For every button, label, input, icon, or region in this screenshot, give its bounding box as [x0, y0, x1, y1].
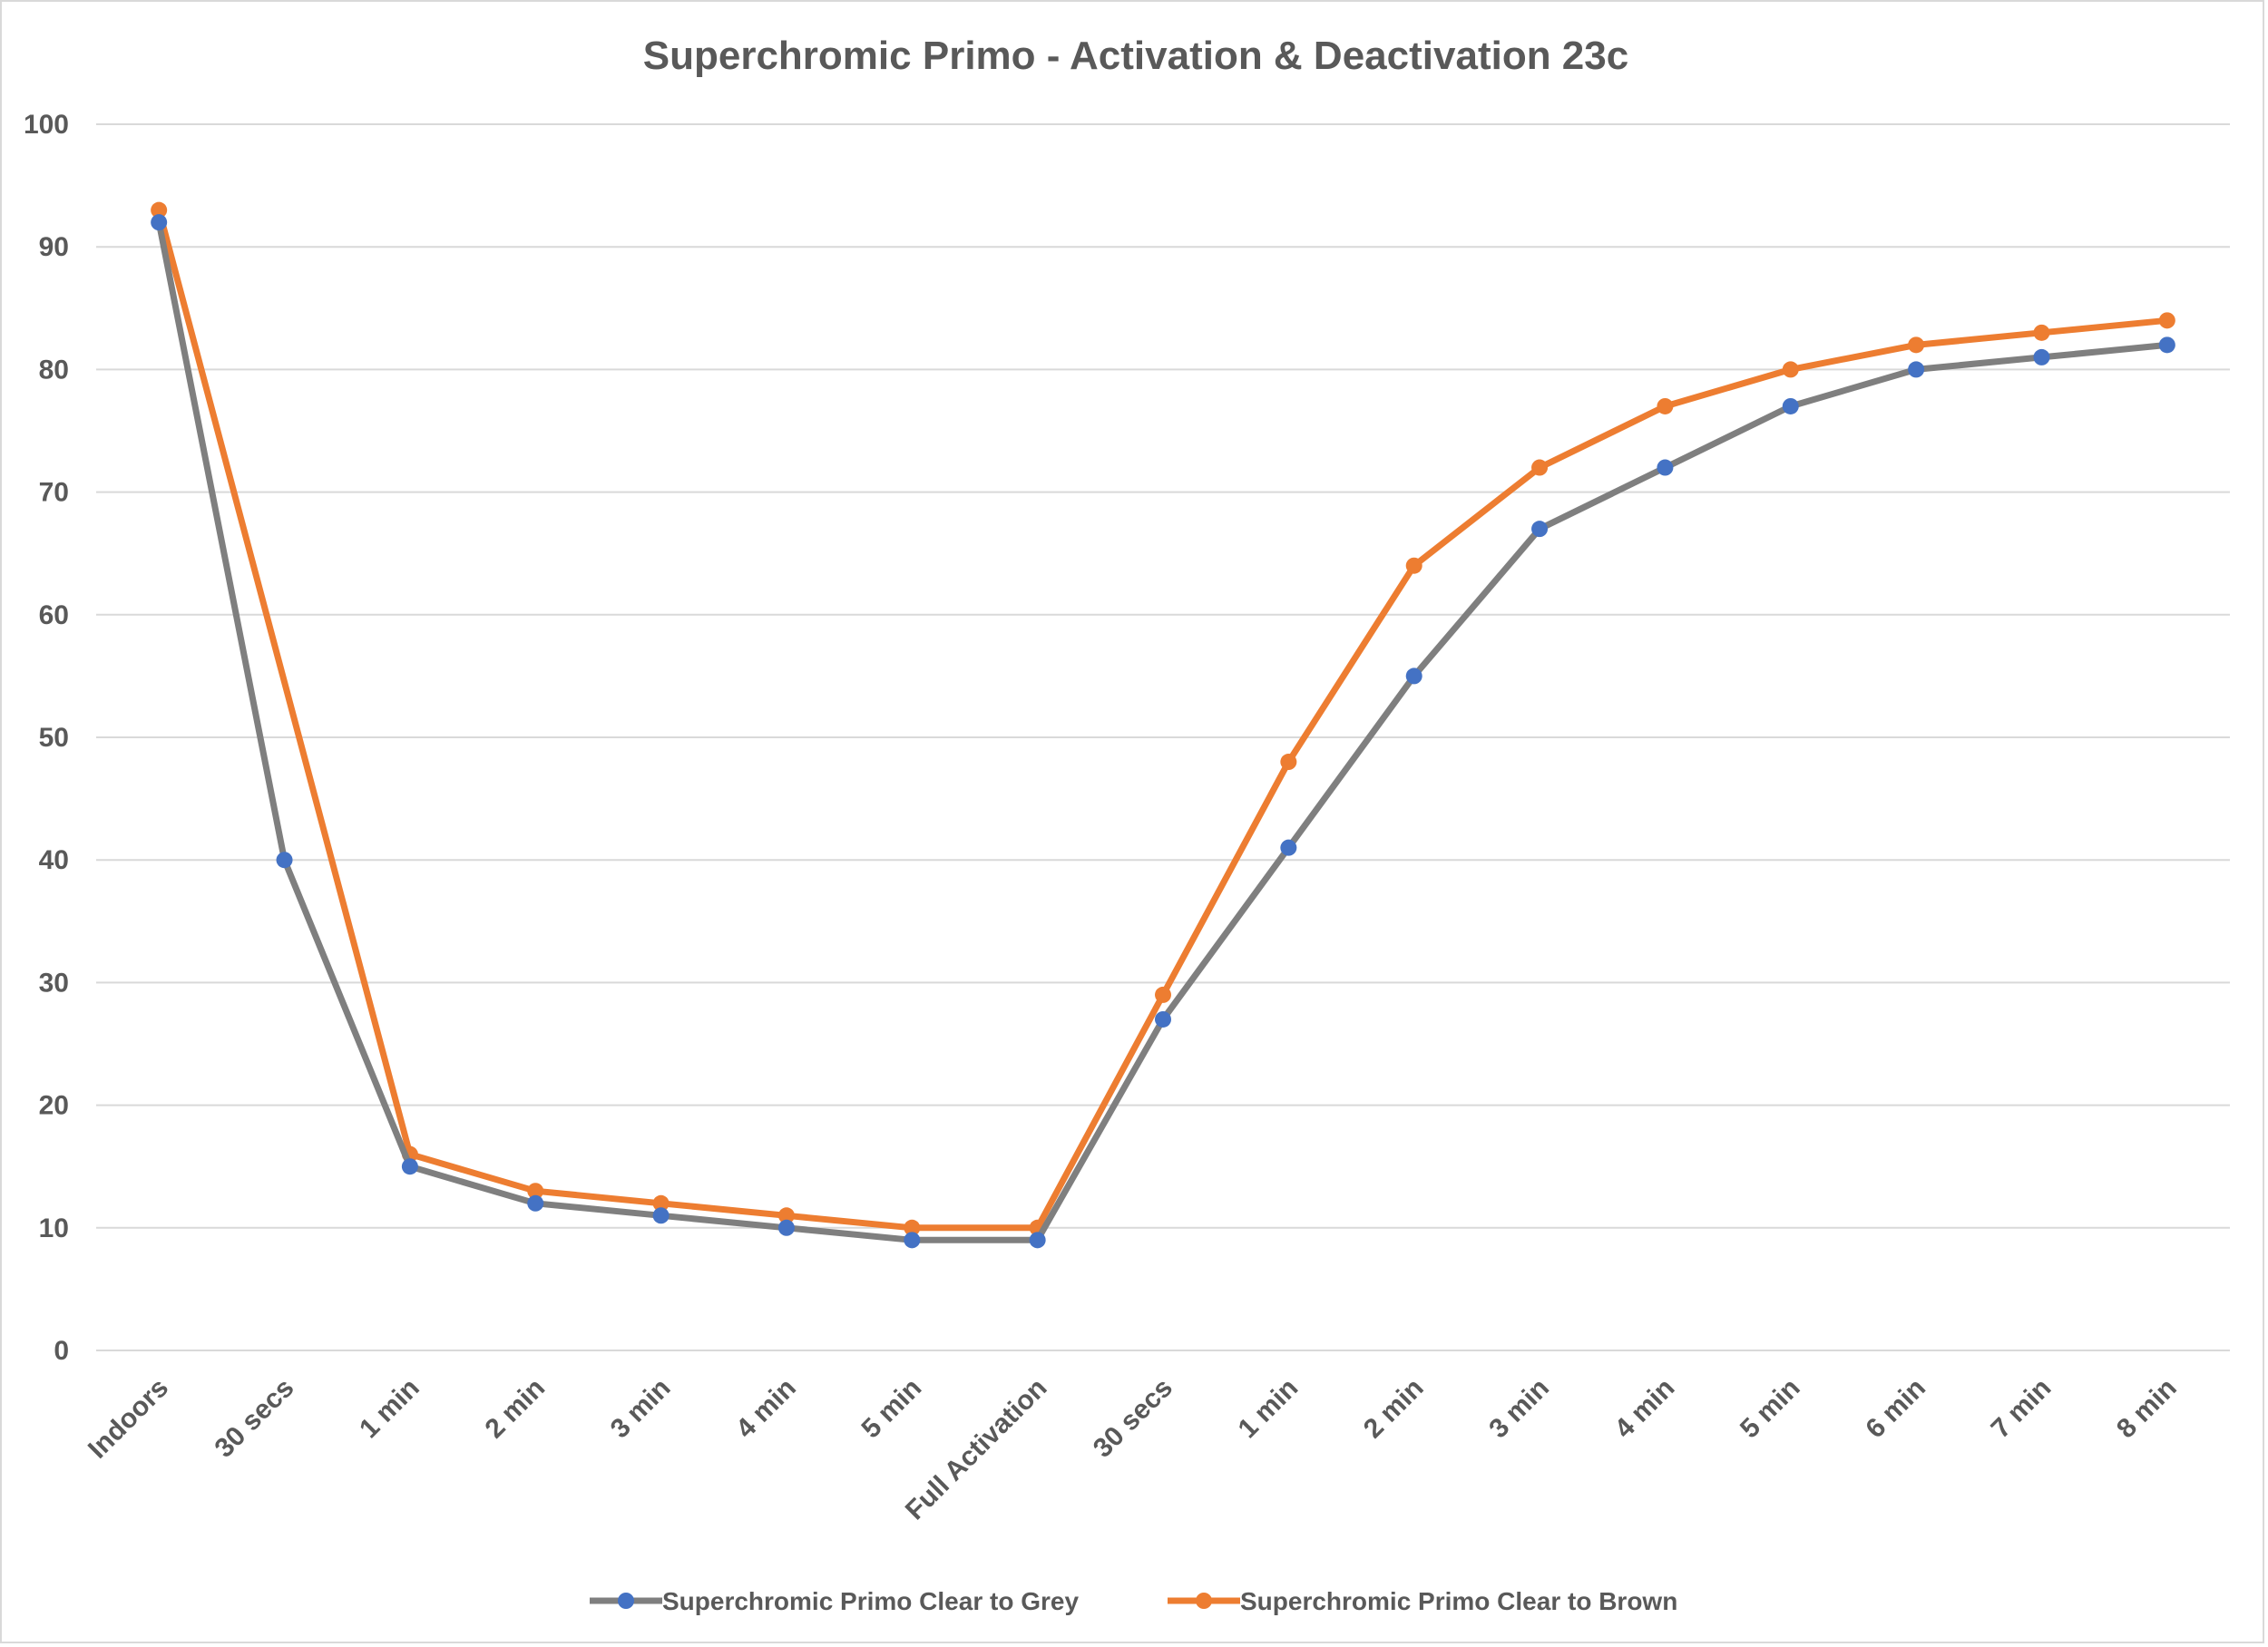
data-point — [1908, 336, 1925, 354]
data-point — [904, 1232, 921, 1249]
y-tick-label: 10 — [39, 1213, 69, 1243]
legend: Superchromic Primo Clear to Grey Superchr… — [590, 1587, 1677, 1615]
gridlines — [96, 123, 2230, 1351]
x-tick-label: 3 min — [1483, 1373, 1555, 1445]
data-point — [1280, 839, 1297, 856]
data-point — [1405, 557, 1422, 574]
data-point — [401, 1158, 418, 1175]
data-point — [777, 1207, 795, 1224]
x-tick-label: 6 min — [1860, 1373, 1931, 1445]
x-tick-label: Indoors — [83, 1373, 174, 1465]
y-tick-label: 50 — [39, 723, 69, 753]
y-tick-label: 40 — [39, 845, 69, 875]
y-tick-label: 20 — [39, 1091, 69, 1121]
x-tick-label: 4 min — [730, 1373, 802, 1445]
y-tick-label: 30 — [39, 968, 69, 998]
data-point — [527, 1183, 544, 1200]
x-tick-label: 4 min — [1609, 1373, 1681, 1445]
x-axis-tick-labels: Indoors 30 secs 1 min 2 min 3 min 4 min 5 minF… — [83, 1373, 2183, 1526]
data-point — [1155, 1010, 1171, 1028]
x-tick-label: 30 secs — [1088, 1373, 1178, 1464]
data-point — [1155, 986, 1171, 1003]
x-tick-label: 8 min — [2111, 1373, 2183, 1445]
x-tick-label: 7 min — [1986, 1373, 2058, 1445]
data-point — [777, 1219, 795, 1236]
data-point — [2158, 312, 2175, 329]
legend-item: Superchromic Primo Clear to Grey — [590, 1587, 1079, 1615]
data-point — [2033, 324, 2050, 341]
data-point — [151, 201, 168, 219]
data-point — [1782, 397, 1799, 414]
y-tick-label: 70 — [39, 478, 69, 508]
legend-swatch-marker — [1196, 1593, 1212, 1609]
series-line — [155, 219, 2171, 1243]
x-tick-label: 5 min — [856, 1373, 928, 1445]
x-tick-label: 1 min — [1233, 1373, 1305, 1445]
y-tick-label: 0 — [54, 1336, 69, 1366]
x-tick-label: 2 min — [479, 1373, 551, 1445]
legend-item: Superchromic Primo Clear to Brown — [1168, 1587, 1677, 1615]
series-2 — [151, 201, 2175, 1236]
legend-label: Superchromic Primo Clear to Grey — [662, 1587, 1079, 1615]
x-tick-label: 5 min — [1735, 1373, 1806, 1445]
y-tick-label: 100 — [24, 110, 69, 140]
data-point — [276, 852, 293, 869]
y-tick-label: 80 — [39, 355, 69, 385]
data-point — [1531, 521, 1549, 538]
series-1 — [151, 214, 2175, 1249]
x-tick-label: 1 min — [354, 1373, 425, 1445]
data-point — [652, 1194, 670, 1212]
data-point — [1531, 459, 1549, 476]
data-point — [1657, 397, 1674, 414]
y-tick-label: 60 — [39, 600, 69, 630]
y-tick-label: 90 — [39, 232, 69, 262]
legend-swatch-marker — [618, 1593, 634, 1609]
data-point — [527, 1194, 544, 1212]
data-point — [1029, 1232, 1046, 1249]
y-axis-tick-labels: 0 10 20 30 40 50 60 70 80 90 100 — [24, 110, 69, 1366]
x-tick-label: 2 min — [1358, 1373, 1430, 1445]
data-point — [652, 1207, 670, 1224]
series-line — [155, 207, 2171, 1232]
data-point — [1280, 754, 1297, 771]
data-point — [1405, 668, 1422, 685]
x-tick-label: 30 secs — [209, 1373, 299, 1464]
data-point — [1657, 459, 1674, 476]
data-point — [1782, 361, 1799, 378]
data-point — [904, 1219, 921, 1236]
chart-title: Superchromic Primo - Activation & Deacti… — [643, 34, 1628, 78]
legend-label: Superchromic Primo Clear to Brown — [1240, 1587, 1677, 1615]
data-point — [151, 214, 168, 231]
data-point — [2158, 336, 2175, 354]
data-point — [1908, 361, 1925, 378]
series-layer — [151, 201, 2175, 1249]
x-tick-label: 3 min — [605, 1373, 677, 1445]
data-point — [2033, 348, 2050, 365]
